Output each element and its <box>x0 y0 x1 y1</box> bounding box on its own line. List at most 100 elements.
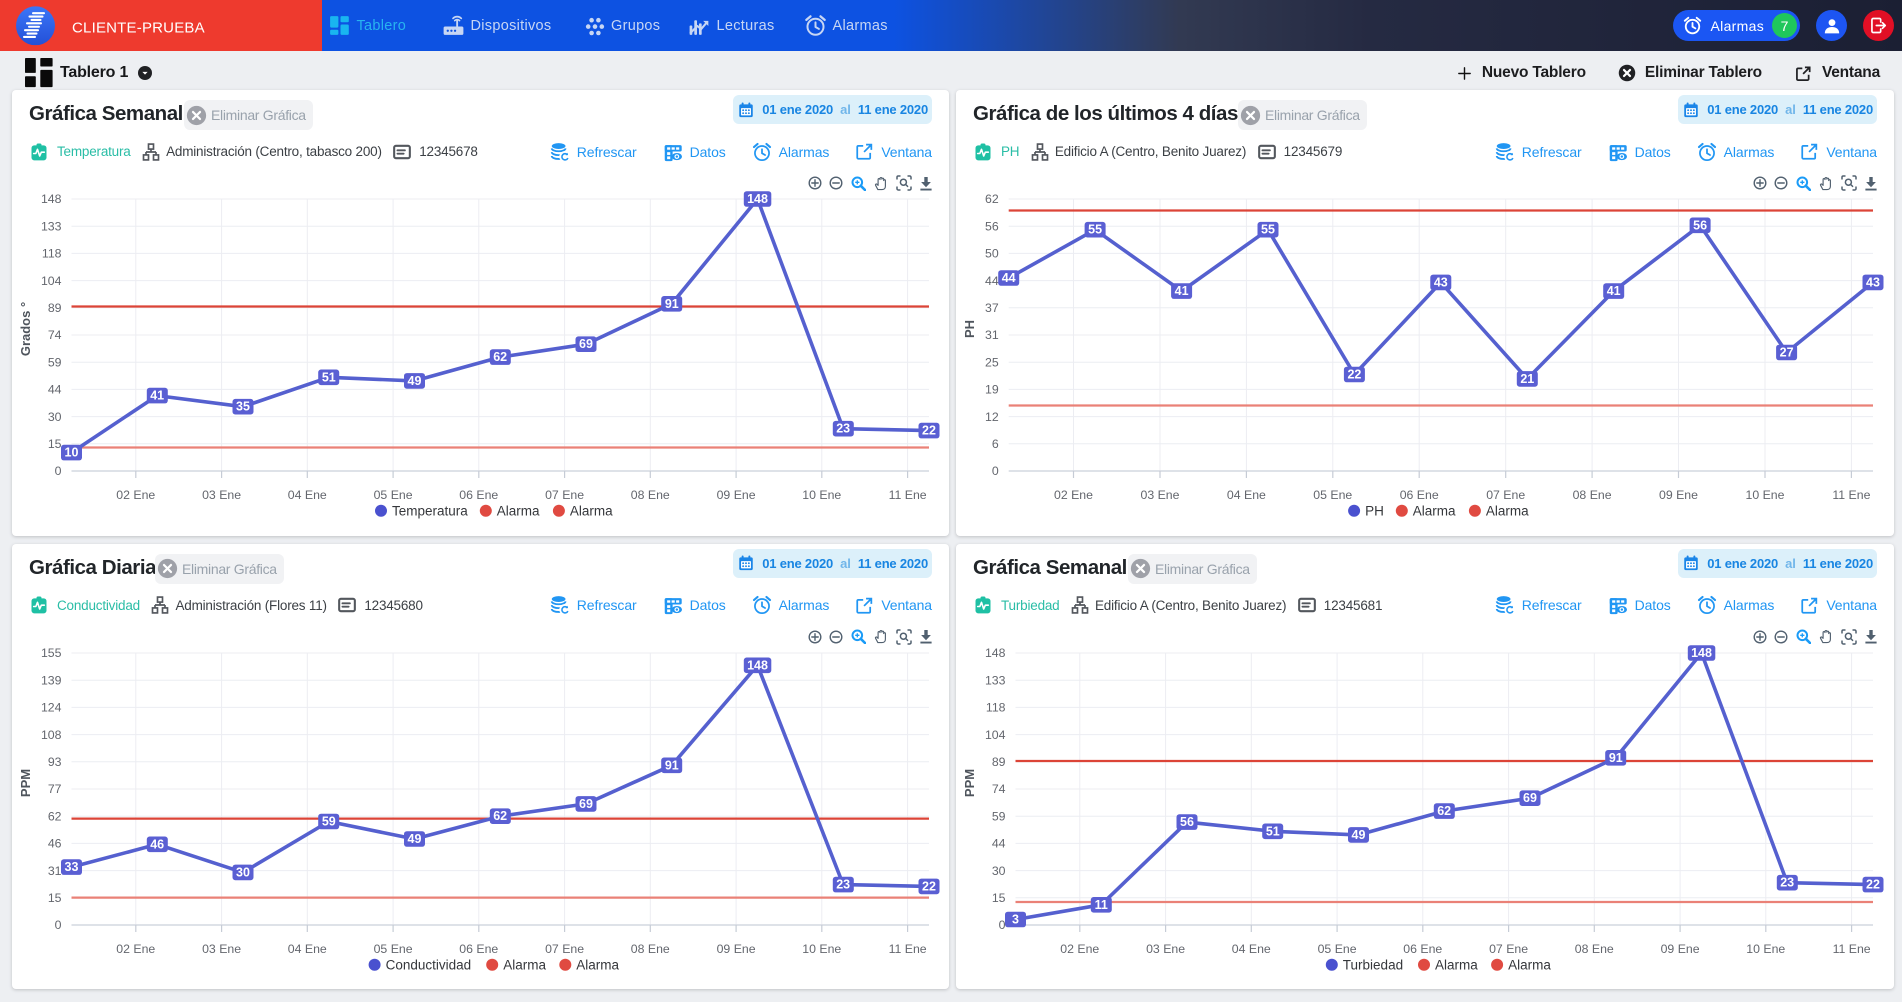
svg-text:15: 15 <box>992 891 1006 905</box>
svg-text:104: 104 <box>985 727 1006 741</box>
svg-text:Turbiedad: Turbiedad <box>1343 957 1403 972</box>
svg-text:05 Ene: 05 Ene <box>1318 942 1357 956</box>
svg-text:148: 148 <box>747 658 768 672</box>
svg-text:133: 133 <box>985 673 1006 687</box>
svg-text:10 Ene: 10 Ene <box>1746 942 1785 956</box>
svg-text:09 Ene: 09 Ene <box>717 488 756 502</box>
svg-text:22: 22 <box>1866 877 1880 891</box>
svg-text:30: 30 <box>992 863 1006 877</box>
svg-text:148: 148 <box>1691 646 1712 660</box>
svg-text:09 Ene: 09 Ene <box>717 942 756 956</box>
svg-text:03 Ene: 03 Ene <box>1146 942 1185 956</box>
svg-text:04 Ene: 04 Ene <box>288 488 327 502</box>
svg-text:31: 31 <box>48 863 62 877</box>
svg-text:91: 91 <box>1609 750 1623 764</box>
svg-text:89: 89 <box>992 755 1006 769</box>
svg-text:41: 41 <box>1175 284 1189 298</box>
svg-text:74: 74 <box>992 782 1006 796</box>
svg-text:62: 62 <box>985 192 999 206</box>
svg-text:02 Ene: 02 Ene <box>1060 942 1099 956</box>
svg-text:15: 15 <box>48 437 62 451</box>
svg-text:06 Ene: 06 Ene <box>1400 488 1439 502</box>
svg-text:0: 0 <box>992 464 999 478</box>
svg-text:02 Ene: 02 Ene <box>1054 488 1093 502</box>
svg-text:118: 118 <box>42 247 62 261</box>
svg-text:44: 44 <box>1002 271 1016 285</box>
svg-text:10 Ene: 10 Ene <box>1746 488 1785 502</box>
svg-text:19: 19 <box>985 383 999 397</box>
svg-text:11 Ene: 11 Ene <box>889 488 927 502</box>
svg-text:46: 46 <box>48 836 62 850</box>
svg-text:118: 118 <box>986 700 1006 714</box>
svg-text:05 Ene: 05 Ene <box>374 488 413 502</box>
svg-text:Conductividad: Conductividad <box>386 957 472 972</box>
svg-text:62: 62 <box>493 809 507 823</box>
svg-text:55: 55 <box>1261 223 1275 237</box>
svg-text:0: 0 <box>55 464 62 478</box>
svg-text:55: 55 <box>1088 223 1102 237</box>
svg-text:30: 30 <box>48 410 62 424</box>
svg-text:49: 49 <box>1352 827 1366 841</box>
svg-text:22: 22 <box>922 879 936 893</box>
svg-text:69: 69 <box>579 796 593 810</box>
svg-text:PPM: PPM <box>18 768 33 796</box>
svg-text:31: 31 <box>985 328 999 342</box>
svg-text:03 Ene: 03 Ene <box>1141 488 1180 502</box>
svg-text:49: 49 <box>408 832 422 846</box>
svg-text:108: 108 <box>41 727 62 741</box>
svg-text:PH: PH <box>1365 503 1384 518</box>
svg-text:139: 139 <box>41 673 62 687</box>
svg-text:133: 133 <box>41 219 62 233</box>
svg-text:69: 69 <box>1523 791 1537 805</box>
svg-text:35: 35 <box>236 400 250 414</box>
svg-text:51: 51 <box>1266 824 1280 838</box>
svg-text:50: 50 <box>985 247 999 261</box>
svg-text:59: 59 <box>48 355 62 369</box>
svg-text:22: 22 <box>922 424 936 438</box>
svg-text:Alarma: Alarma <box>1508 957 1551 972</box>
svg-text:49: 49 <box>408 374 422 388</box>
svg-text:56: 56 <box>985 219 999 233</box>
svg-text:08 Ene: 08 Ene <box>1573 488 1612 502</box>
svg-text:03 Ene: 03 Ene <box>202 942 241 956</box>
svg-text:43: 43 <box>1434 275 1448 289</box>
svg-text:06 Ene: 06 Ene <box>459 942 498 956</box>
svg-text:PH: PH <box>962 320 977 338</box>
svg-text:25: 25 <box>985 355 999 369</box>
svg-text:02 Ene: 02 Ene <box>116 942 155 956</box>
svg-text:41: 41 <box>1607 284 1621 298</box>
svg-text:44: 44 <box>48 383 62 397</box>
svg-text:08 Ene: 08 Ene <box>631 488 670 502</box>
svg-text:10: 10 <box>65 446 79 460</box>
svg-text:44: 44 <box>985 274 999 288</box>
svg-text:56: 56 <box>1180 815 1194 829</box>
svg-text:23: 23 <box>1780 875 1794 889</box>
svg-text:74: 74 <box>48 328 62 342</box>
svg-text:124: 124 <box>41 700 62 714</box>
svg-text:06 Ene: 06 Ene <box>1403 942 1442 956</box>
svg-text:148: 148 <box>985 646 1006 660</box>
svg-text:6: 6 <box>992 437 999 451</box>
svg-text:43: 43 <box>1866 275 1880 289</box>
svg-text:10 Ene: 10 Ene <box>802 488 841 502</box>
svg-text:07 Ene: 07 Ene <box>545 942 584 956</box>
svg-text:148: 148 <box>41 192 62 206</box>
svg-text:37: 37 <box>985 301 999 315</box>
svg-text:02 Ene: 02 Ene <box>116 488 155 502</box>
svg-text:23: 23 <box>836 877 850 891</box>
svg-text:09 Ene: 09 Ene <box>1661 942 1700 956</box>
svg-text:33: 33 <box>65 860 79 874</box>
svg-text:69: 69 <box>579 337 593 351</box>
svg-text:Alarma: Alarma <box>497 503 540 518</box>
svg-text:03 Ene: 03 Ene <box>202 488 241 502</box>
svg-text:41: 41 <box>150 389 164 403</box>
svg-text:93: 93 <box>48 755 62 769</box>
svg-text:11 Ene: 11 Ene <box>1832 488 1870 502</box>
svg-text:0: 0 <box>999 918 1006 932</box>
svg-text:62: 62 <box>48 809 62 823</box>
svg-text:07 Ene: 07 Ene <box>1486 488 1525 502</box>
svg-text:07 Ene: 07 Ene <box>1489 942 1528 956</box>
svg-text:11: 11 <box>1095 897 1108 911</box>
svg-text:PPM: PPM <box>962 768 977 796</box>
svg-text:27: 27 <box>1780 346 1794 360</box>
